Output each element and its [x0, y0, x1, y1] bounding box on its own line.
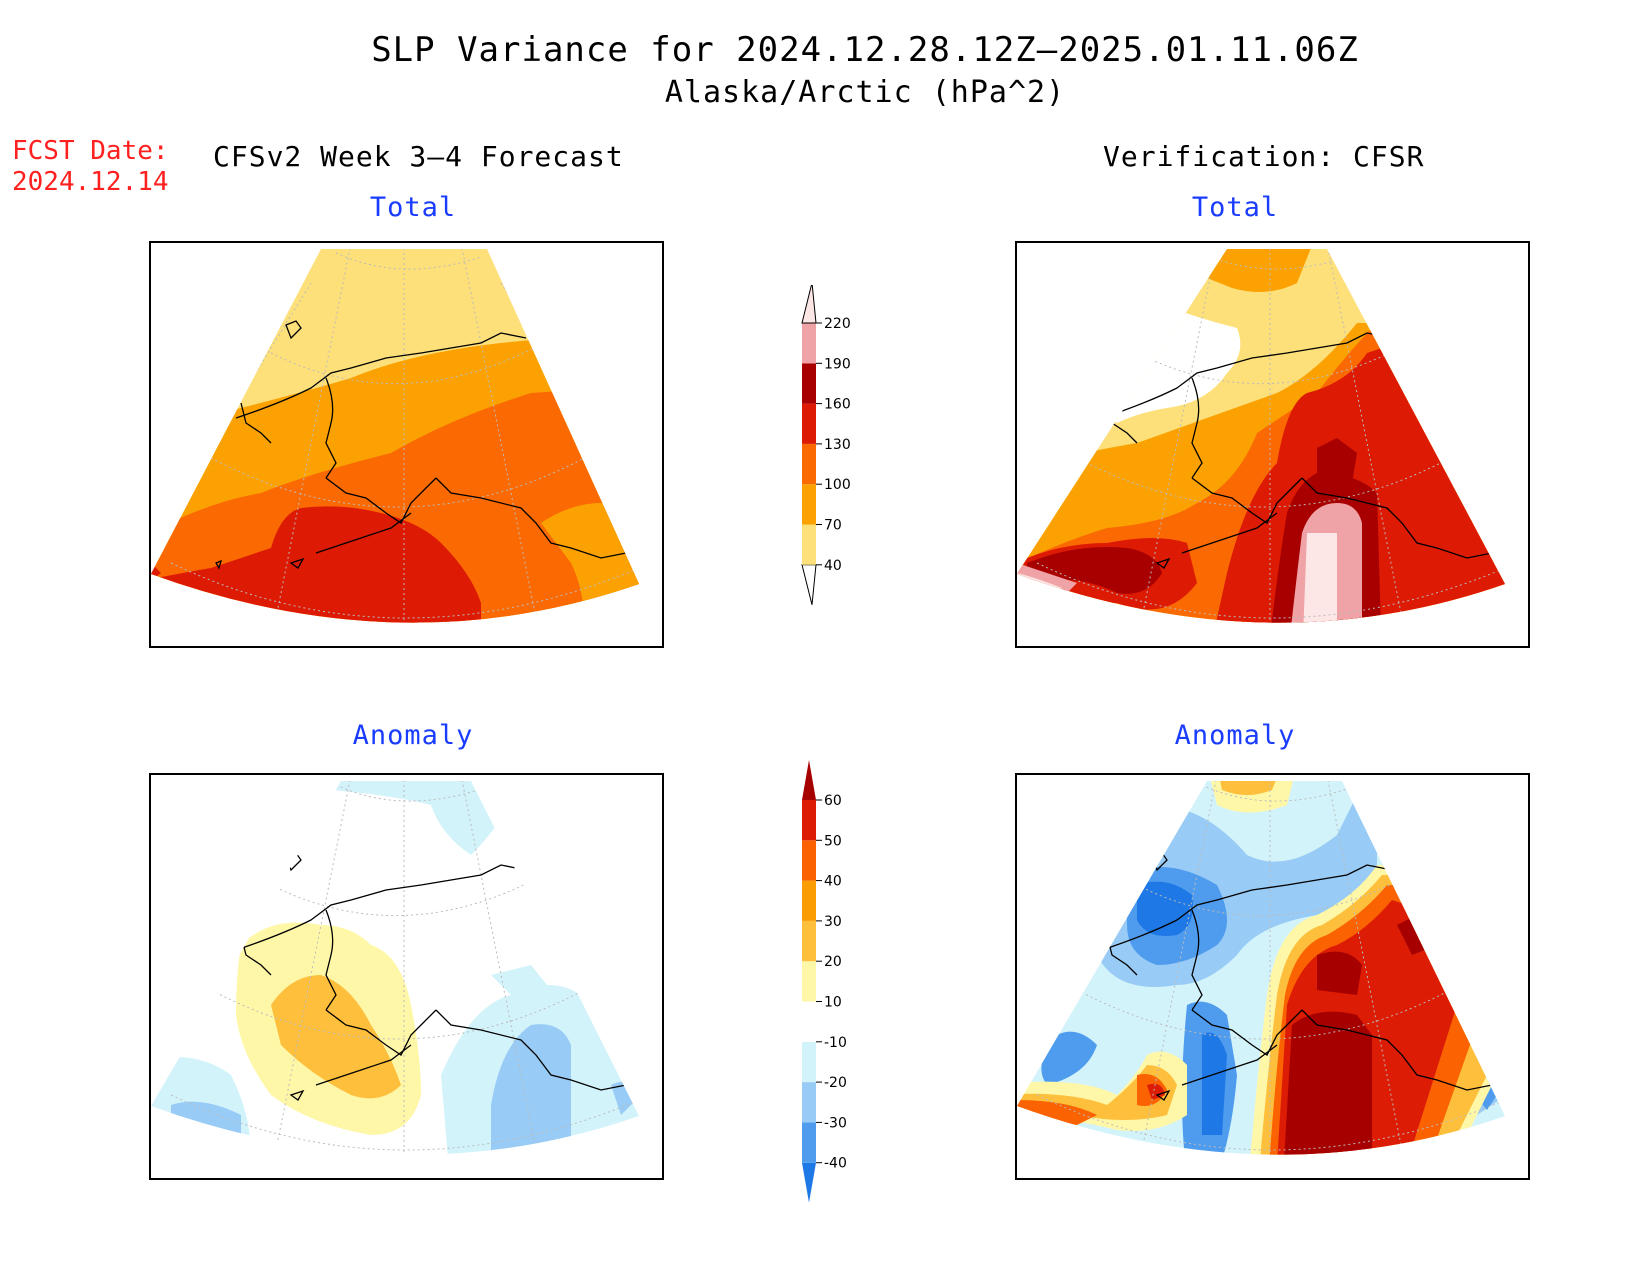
verification-anomaly-title: Anomaly: [1174, 720, 1296, 751]
anomaly-colorbar-label: -20: [824, 1075, 847, 1091]
total-colorbar-segment: [802, 403, 816, 444]
anomaly-colorbar-label: -30: [824, 1115, 847, 1131]
anomaly-colorbar-label: 20: [824, 954, 842, 970]
forecast-column-heading: CFSv2 Week 3—4 Forecast: [213, 140, 624, 173]
anomaly-colorbar-label: 60: [824, 793, 842, 809]
total-colorbar-segment: [802, 524, 816, 565]
forecast-anomaly-map: [149, 773, 664, 1180]
verification-column-heading: Verification: CFSR: [1103, 140, 1425, 173]
anomaly-colorbar-label: -10: [824, 1035, 847, 1051]
anomaly-colorbar-segment: [802, 880, 816, 921]
total-colorbar-label: 190: [824, 356, 851, 372]
total-colorbar: 40 70 100 130 160 190 220: [800, 282, 880, 615]
total-colorbar-segment: [802, 443, 816, 485]
total-colorbar-label: 130: [824, 437, 851, 453]
anomaly-colorbar-label: 10: [824, 995, 842, 1011]
anomaly-colorbar-label: 40: [824, 874, 842, 890]
fcst-date-block: FCST Date: 2024.12.14: [12, 136, 169, 198]
anomaly-colorbar-segment: [802, 1082, 816, 1123]
forecast-anomaly-title: Anomaly: [352, 720, 474, 751]
page-title: SLP Variance for 2024.12.28.12Z—2025.01.…: [371, 30, 1359, 70]
anomaly-colorbar-segment: [802, 800, 816, 841]
verification-total-title: Total: [1191, 192, 1279, 223]
anomaly-colorbar-segment: [802, 1122, 816, 1163]
anomaly-colorbar-label: -40: [824, 1156, 847, 1172]
total-colorbar-label: 100: [824, 477, 851, 493]
forecast-total-title: Total: [369, 192, 457, 223]
total-colorbar-label: 70: [824, 518, 842, 534]
total-colorbar-segment: [802, 323, 816, 364]
fcst-date-label: FCST Date:: [12, 136, 169, 166]
anomaly-colorbar: -40 -30 -20 -10 10 20 30 40 50 60: [800, 755, 880, 1205]
forecast-total-map: [149, 241, 664, 648]
verification-total-map: [1015, 241, 1530, 648]
anomaly-colorbar-segment: [802, 920, 816, 962]
anomaly-colorbar-lower-tail: [802, 1162, 816, 1203]
anomaly-colorbar-segment: [802, 840, 816, 881]
page-subtitle: Alaska/Arctic (hPa^2): [664, 75, 1066, 110]
verification-anomaly-map: [1015, 773, 1530, 1180]
anomaly-colorbar-label: 30: [824, 914, 842, 930]
total-colorbar-upper-tail: [801, 282, 817, 324]
total-colorbar-lower-tail: [801, 564, 817, 605]
total-colorbar-segment: [802, 363, 816, 404]
anomaly-colorbar-segment: [802, 1041, 816, 1083]
total-colorbar-label: 220: [824, 316, 851, 332]
fcst-date-value: 2024.12.14: [12, 167, 169, 197]
anomaly-colorbar-label: 50: [824, 833, 842, 849]
anomaly-colorbar-upper-tail: [802, 760, 816, 800]
total-colorbar-segment: [802, 484, 816, 525]
total-colorbar-label: 40: [824, 558, 842, 574]
anomaly-colorbar-segment: [802, 961, 816, 1002]
total-colorbar-label: 160: [824, 397, 851, 413]
anomaly-colorbar-segment: [802, 1001, 816, 1042]
